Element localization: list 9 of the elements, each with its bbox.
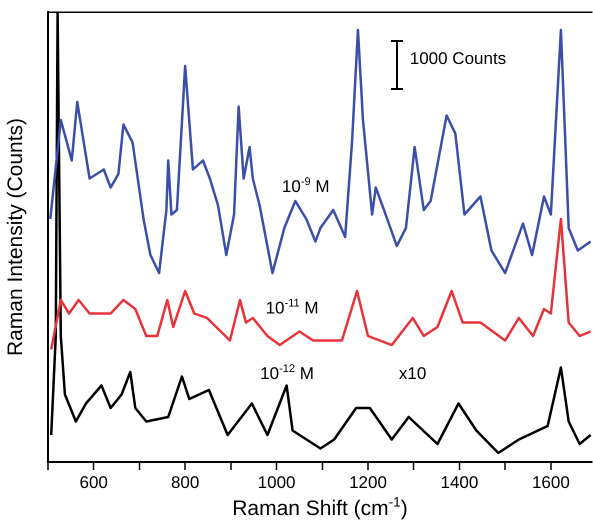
x-tick-label: 1600 — [532, 472, 570, 492]
annotation: 1000 Counts — [410, 48, 506, 68]
x-tick-label: 800 — [170, 472, 200, 492]
x-tick-label: 600 — [80, 472, 108, 492]
y-axis-title: Raman Intensity (Counts) — [4, 118, 27, 356]
x-tick-label: 1200 — [349, 472, 387, 492]
x-tick-label: 1400 — [440, 472, 478, 492]
annotation: x10 — [398, 364, 426, 383]
x-tick-label: 1000 — [258, 472, 296, 492]
